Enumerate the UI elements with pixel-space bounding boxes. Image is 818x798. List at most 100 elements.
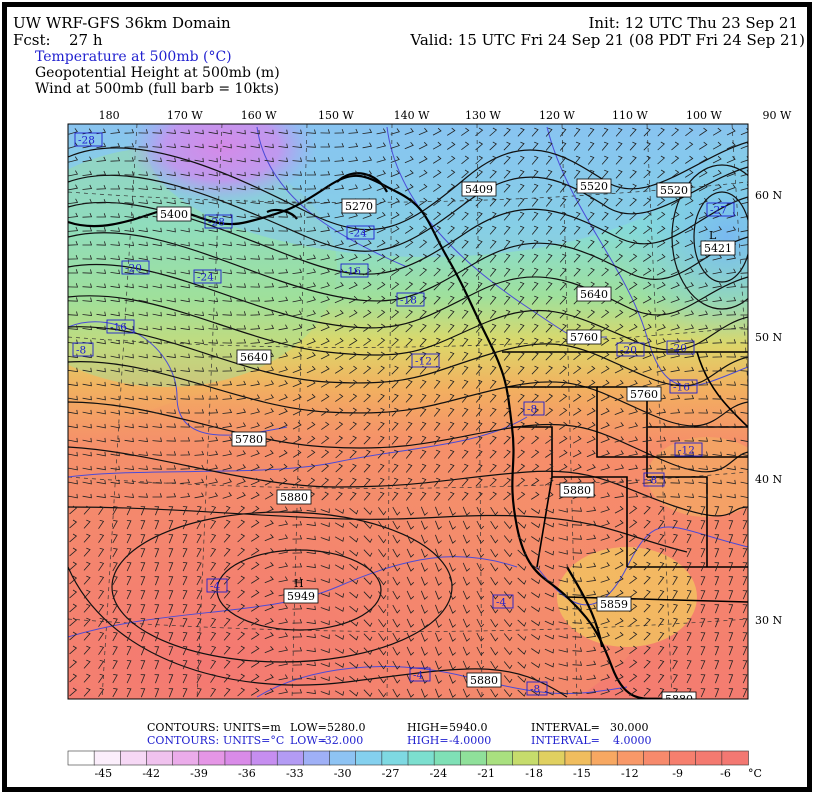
lon-tick-label: 180 bbox=[99, 109, 120, 122]
colorbar-tick: -12 bbox=[621, 767, 639, 780]
height-label: 5640 bbox=[576, 286, 612, 302]
colorbar-swatch bbox=[460, 750, 488, 766]
colorbar-tick: -18 bbox=[525, 767, 543, 780]
colorbar-swatch bbox=[538, 750, 566, 766]
coastlines bbox=[68, 172, 668, 699]
temperature-label-text: -27 bbox=[710, 205, 727, 217]
colorbar-unit: °C bbox=[748, 767, 762, 780]
lon-tick-label: 110 W bbox=[612, 109, 648, 122]
colorbar-swatch bbox=[643, 750, 671, 766]
temperature-label-text: -16 bbox=[344, 266, 361, 278]
lon-tick-label: 170 W bbox=[167, 109, 203, 122]
colorbar-tick: -21 bbox=[477, 767, 495, 780]
field-height: Geopotential Height at 500mb (m) bbox=[35, 65, 280, 81]
height-label: 5520 bbox=[656, 182, 692, 198]
colorbar-swatch bbox=[695, 750, 723, 766]
lon-tick-label: 100 W bbox=[686, 109, 722, 122]
height-label-text: 5880 bbox=[280, 491, 308, 504]
temperature-label: -28 bbox=[74, 132, 103, 147]
height-label: 5880 bbox=[466, 672, 502, 688]
low-marker: L 5421 bbox=[700, 229, 736, 256]
temperature-labels: -28 -28 -24 -24 -20 -16 -18 -8 -16 -12 -20 -16 -8 -12… bbox=[72, 132, 735, 696]
height-units: UNITS=m bbox=[223, 721, 281, 734]
temperature-label-text: -18 bbox=[400, 295, 417, 307]
height-label-text: 5640 bbox=[580, 288, 608, 301]
temperature-label: -4 bbox=[409, 667, 431, 682]
height-label: 5409 bbox=[461, 181, 497, 197]
temperature-label: -8 bbox=[523, 401, 545, 416]
colorbar-tick: -42 bbox=[142, 767, 160, 780]
temperature-label-text: -8 bbox=[530, 684, 540, 696]
colorbar-swatch bbox=[486, 750, 514, 766]
height-label-text: 5880 bbox=[665, 693, 693, 706]
height-label-text: 5520 bbox=[660, 184, 688, 197]
temperature-label-text: -28 bbox=[208, 217, 225, 229]
temperature-label: -8 bbox=[643, 472, 665, 487]
init-time: Init: 12 UTC Thu 23 Sep 21 bbox=[588, 14, 798, 32]
low-value: 5421 bbox=[704, 242, 732, 255]
colorbar-swatch bbox=[512, 750, 540, 766]
lat-tick-label: 50 N bbox=[755, 331, 782, 344]
colorbar-tick: -33 bbox=[286, 767, 304, 780]
field-wind: Wind at 500mb (full barb = 10kts) bbox=[35, 81, 279, 97]
colorbar-swatch bbox=[250, 750, 279, 766]
lat-tick-label: 60 N bbox=[755, 189, 782, 202]
map-plot: 5400527054095520552055205640564057605760… bbox=[68, 124, 748, 706]
colorbar-swatch bbox=[669, 750, 697, 766]
colorbar-swatch bbox=[67, 750, 95, 766]
temperature-label-text: -16 bbox=[673, 382, 690, 394]
temperature-label: -4 bbox=[206, 578, 228, 593]
height-label-text: 5880 bbox=[563, 484, 591, 497]
temperature-label-text: -8 bbox=[527, 404, 537, 416]
height-high-value: 5940.0 bbox=[449, 721, 488, 734]
height-label: 5880 bbox=[661, 691, 697, 706]
temperature-colorbar bbox=[67, 750, 749, 766]
temperature-label: -27 bbox=[706, 202, 735, 217]
temp-low-value: -32.000 bbox=[321, 734, 363, 747]
wind-barbs bbox=[68, 127, 748, 698]
height-label-text: 5780 bbox=[235, 433, 263, 446]
temperature-label: -20 bbox=[616, 342, 645, 357]
temperature-label-text: -20 bbox=[670, 343, 687, 355]
temperature-label: -16 bbox=[669, 379, 698, 394]
height-labels: 5400527054095520552055205640564057605760… bbox=[156, 178, 697, 706]
temperature-contour-info: CONTOURS: UNITS=°C LOW= -32.000 HIGH= -4… bbox=[147, 734, 652, 747]
temperature-label-text: -12 bbox=[678, 445, 695, 457]
temperature-label: -16 bbox=[340, 263, 369, 278]
temperature-label: -12 bbox=[674, 442, 703, 457]
height-contour-info: CONTOURS: UNITS=m LOW= 5280.0 HIGH= 5940… bbox=[147, 721, 649, 734]
temperature-label-text: -20 bbox=[125, 263, 142, 275]
colorbar-swatch bbox=[355, 750, 383, 766]
colorbar-swatch bbox=[276, 750, 305, 766]
temp-contours-label: CONTOURS: bbox=[147, 734, 219, 747]
temperature-label-text: -28 bbox=[78, 135, 95, 147]
longitude-axis: 180 170 W 160 W 150 W 140 W 130 W 120 W 110 W 10… bbox=[99, 109, 792, 122]
lat-tick-label: 30 N bbox=[755, 614, 782, 627]
lon-tick-label: 120 W bbox=[539, 109, 575, 122]
colorbar-tick: -30 bbox=[334, 767, 352, 780]
low-symbol: L bbox=[709, 229, 717, 242]
colorbar-swatch bbox=[433, 750, 462, 766]
height-label-text: 5760 bbox=[570, 331, 598, 344]
colorbar-swatch bbox=[146, 750, 174, 766]
height-label-text: 5760 bbox=[630, 388, 658, 401]
temp-interval-label: INTERVAL= bbox=[531, 734, 600, 747]
colorbar-swatch bbox=[381, 750, 409, 766]
temperature-label-text: -8 bbox=[647, 475, 657, 487]
field-temperature: Temperature at 500mb (°C) bbox=[35, 49, 232, 65]
temperature-label-text: -16 bbox=[110, 322, 127, 334]
colorbar-swatch bbox=[172, 750, 200, 766]
temp-units: UNITS=°C bbox=[223, 734, 284, 747]
colorbar-tick: -15 bbox=[573, 767, 591, 780]
height-interval-label: INTERVAL= bbox=[531, 721, 600, 734]
colorbar-tick: -9 bbox=[672, 767, 683, 780]
map-border bbox=[67, 123, 749, 700]
colorbar-swatch bbox=[93, 750, 122, 766]
temperature-label: -8 bbox=[72, 342, 94, 357]
forecast-label: Fcst: bbox=[13, 31, 51, 49]
height-label: 5760 bbox=[566, 329, 602, 345]
colorbar-swatch bbox=[721, 750, 749, 766]
temp-low-label: LOW= bbox=[290, 734, 327, 747]
colorbar-swatch bbox=[616, 750, 645, 766]
